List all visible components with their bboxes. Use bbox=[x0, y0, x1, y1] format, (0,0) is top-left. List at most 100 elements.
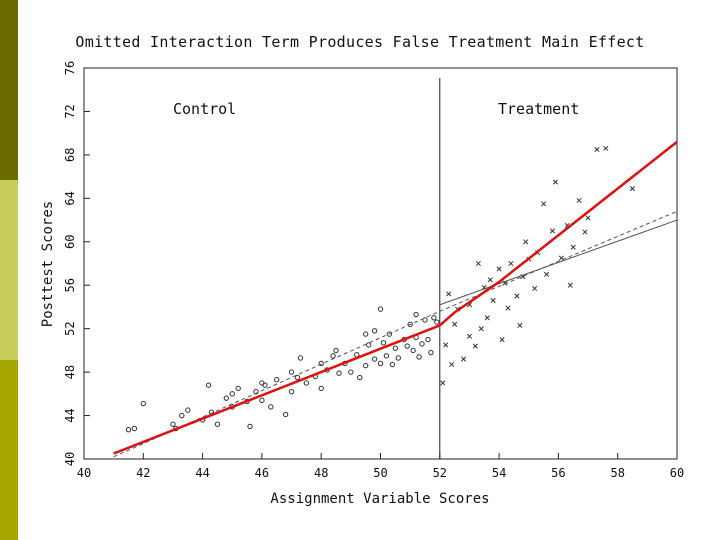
control-point bbox=[125, 426, 132, 433]
control-point bbox=[410, 347, 416, 354]
y-tick-label: 48 bbox=[63, 365, 77, 379]
control-point bbox=[185, 407, 191, 413]
sidebar-block-top bbox=[0, 0, 18, 180]
control-point bbox=[303, 380, 310, 386]
control-point bbox=[294, 374, 301, 381]
region-label-control: Control bbox=[173, 100, 236, 118]
control-point bbox=[371, 328, 378, 334]
control-point bbox=[318, 360, 324, 367]
control-point bbox=[425, 336, 431, 343]
control-point bbox=[330, 353, 336, 359]
treatment-point bbox=[449, 361, 455, 368]
y-tick-label: 60 bbox=[63, 235, 77, 249]
treatment-point bbox=[629, 186, 636, 192]
y-tick-label: 40 bbox=[63, 452, 77, 466]
control-point bbox=[380, 340, 387, 346]
y-tick-label: 76 bbox=[63, 61, 77, 75]
control-point bbox=[205, 382, 212, 388]
treatment-point bbox=[460, 356, 467, 362]
treatment-point bbox=[517, 322, 523, 328]
treatment-point bbox=[576, 197, 582, 204]
treatment-point bbox=[523, 239, 529, 245]
treatment-point bbox=[570, 244, 576, 250]
treatment-point bbox=[452, 321, 458, 327]
x-tick-label: 58 bbox=[610, 466, 624, 480]
x-tick-label: 44 bbox=[195, 466, 209, 480]
treatment-point bbox=[478, 326, 484, 332]
control-point bbox=[377, 360, 384, 367]
control-point bbox=[407, 321, 413, 328]
x-tick-label: 52 bbox=[433, 466, 447, 480]
x-tick-label: 56 bbox=[551, 466, 565, 480]
sidebar-block-middle bbox=[0, 180, 18, 360]
control-point bbox=[392, 345, 399, 351]
treatment-point bbox=[543, 271, 550, 277]
y-tick-label: 72 bbox=[63, 104, 77, 118]
treatment-point bbox=[552, 179, 558, 185]
control-point bbox=[336, 370, 342, 376]
treatment-point bbox=[541, 201, 547, 207]
x-tick-label: 40 bbox=[77, 466, 91, 480]
fitted-line-red bbox=[113, 140, 678, 455]
treatment-point bbox=[505, 305, 511, 311]
control-point bbox=[348, 369, 354, 375]
slide-sidebar bbox=[0, 0, 18, 540]
y-tick-label: 56 bbox=[63, 278, 77, 292]
control-point bbox=[282, 411, 289, 418]
treatment-point bbox=[484, 315, 490, 321]
treatment-point bbox=[582, 229, 588, 235]
treatment-point bbox=[472, 343, 478, 349]
treatment-point bbox=[514, 293, 520, 299]
control-point bbox=[357, 374, 363, 381]
fitted-line-gray bbox=[439, 219, 678, 306]
control-point bbox=[179, 412, 185, 419]
control-point bbox=[229, 391, 235, 397]
treatment-point bbox=[499, 336, 505, 343]
control-point bbox=[419, 341, 425, 347]
treatment-point bbox=[475, 260, 481, 267]
control-point bbox=[274, 377, 280, 383]
y-tick-label: 68 bbox=[63, 148, 77, 162]
treatment-point bbox=[594, 146, 600, 153]
control-point bbox=[333, 347, 339, 354]
control-point bbox=[416, 354, 422, 360]
control-point bbox=[297, 355, 304, 361]
x-tick-label: 48 bbox=[314, 466, 328, 480]
control-point bbox=[365, 342, 372, 348]
treatment-point bbox=[508, 260, 514, 267]
y-tick-label: 64 bbox=[63, 191, 77, 205]
control-point bbox=[386, 331, 393, 337]
control-point bbox=[362, 331, 369, 337]
x-tick-label: 60 bbox=[670, 466, 684, 480]
x-tick-label: 42 bbox=[136, 466, 150, 480]
control-point bbox=[288, 369, 295, 375]
x-axis-label: Assignment Variable Scores bbox=[270, 491, 489, 507]
treatment-point bbox=[440, 380, 446, 386]
y-tick-label: 44 bbox=[63, 408, 77, 422]
control-point bbox=[235, 385, 241, 392]
control-point bbox=[431, 315, 437, 321]
region-label-treatment: Treatment bbox=[498, 100, 579, 118]
regression-lines bbox=[113, 140, 678, 458]
control-point bbox=[247, 423, 253, 430]
x-tick-labels: 40 42 44 46 48 50 52 54 56 58 60 bbox=[77, 466, 684, 480]
treatment-point bbox=[487, 277, 493, 283]
control-point bbox=[259, 380, 265, 386]
treatment-point bbox=[443, 342, 449, 348]
control-point bbox=[413, 311, 419, 318]
control-point bbox=[389, 361, 396, 368]
control-point bbox=[362, 362, 369, 369]
treatment-point bbox=[490, 297, 496, 303]
control-point bbox=[383, 353, 390, 359]
control-point bbox=[214, 421, 221, 427]
control-point bbox=[371, 356, 378, 362]
treatment-point bbox=[585, 215, 591, 221]
x-tick-label: 50 bbox=[373, 466, 387, 480]
y-axis-label: Posttest Scores bbox=[40, 201, 56, 327]
control-point bbox=[223, 395, 230, 401]
control-point bbox=[131, 425, 138, 432]
y-tick-label: 52 bbox=[63, 321, 77, 335]
treatment-point bbox=[496, 266, 502, 272]
treatment-point bbox=[446, 291, 452, 297]
